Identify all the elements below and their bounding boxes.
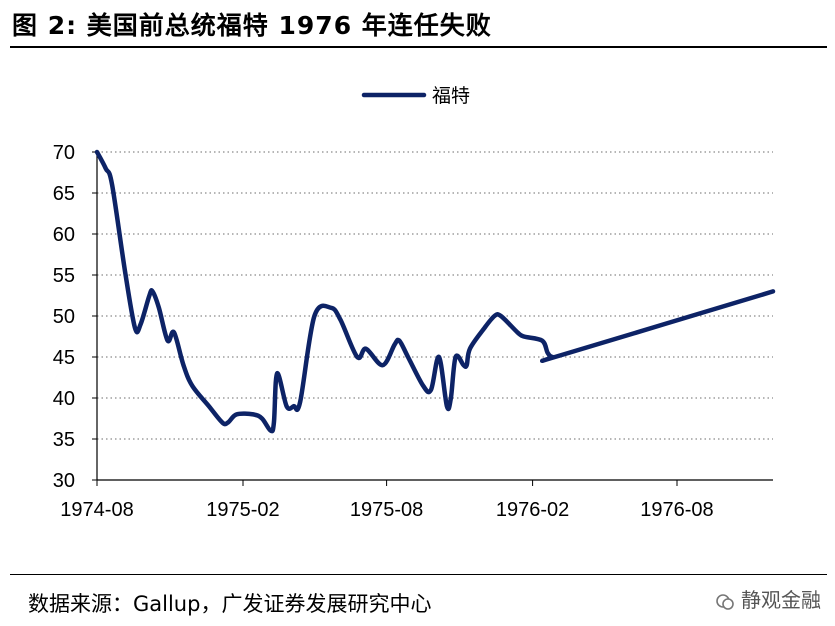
x-tick-label: 1976-08 — [640, 499, 713, 521]
x-tick-label: 1975-02 — [206, 499, 279, 521]
y-tick-label: 65 — [53, 183, 75, 205]
wechat-icon — [715, 592, 735, 612]
y-tick-label: 50 — [53, 306, 75, 328]
y-tick-label: 45 — [53, 347, 75, 369]
tick-labels: 30 35 40 45 50 55 60 65 70 1974-08 1975-02 1975-08 1… — [53, 142, 714, 521]
watermark-text: 静观金融 — [741, 588, 821, 612]
x-tick-label: 1975-08 — [350, 499, 423, 521]
legend-label: 福特 — [432, 85, 470, 107]
watermark: 静观金融 — [715, 584, 821, 613]
source-note: 数据来源：Gallup，广发证券发展研究中心 — [28, 588, 431, 618]
y-tick-label: 60 — [53, 224, 75, 246]
y-tick-label: 30 — [53, 470, 75, 492]
axes — [92, 152, 773, 486]
y-tick-label: 40 — [53, 388, 75, 410]
x-tick-label: 1976-02 — [496, 499, 569, 521]
y-tick-label: 70 — [53, 142, 75, 164]
footer-rule — [10, 574, 827, 575]
y-tick-label: 35 — [53, 429, 75, 451]
y-tick-label: 55 — [53, 265, 75, 287]
legend: 福特 — [364, 85, 470, 107]
series-layer — [97, 152, 773, 431]
x-tick-label: 1974-08 — [60, 499, 133, 521]
series-line-ford — [97, 152, 773, 431]
